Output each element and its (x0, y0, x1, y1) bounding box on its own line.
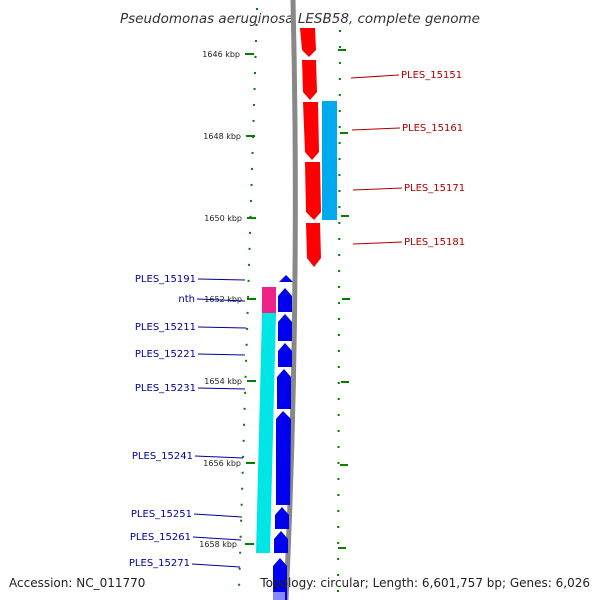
tick-label: 1654 kbp (204, 377, 242, 386)
forward-leader-lines (350, 74, 403, 245)
leader-line (197, 353, 246, 356)
gene-arrow-reverse[interactable] (278, 343, 292, 367)
gene-arrow-forward[interactable] (303, 102, 319, 160)
gene-arrow-reverse[interactable] (279, 275, 293, 282)
gene-label[interactable]: nth (178, 294, 195, 305)
gene-arrow-reverse-fragment[interactable] (273, 592, 285, 600)
inner-guide-track (238, 7, 258, 591)
gene-arrow-forward[interactable] (302, 60, 317, 100)
gene-label[interactable]: PLES_15191 (135, 274, 196, 285)
tick-label: 1656 kbp (203, 459, 241, 468)
leader-line (194, 455, 244, 459)
gene-arrow-reverse[interactable] (275, 507, 289, 529)
forward-gene-labels: PLES_15151 PLES_15161 PLES_15171 PLES_15… (401, 70, 465, 248)
gene-label[interactable]: PLES_15181 (404, 237, 465, 248)
reverse-leader-lines (191, 278, 247, 568)
leader-line (350, 74, 400, 79)
gene-arrow-forward[interactable] (300, 28, 316, 57)
leader-line (191, 563, 241, 568)
gene-arrow-reverse[interactable] (274, 531, 288, 553)
tick-label: 1650 kbp (204, 214, 242, 223)
map-title: Pseudomonas aeruginosa LESB58, complete … (120, 11, 480, 27)
gene-arrow-forward[interactable] (305, 162, 321, 220)
leader-line (351, 127, 401, 131)
leader-line (192, 536, 242, 541)
tick-labels: 1646 kbp 1648 kbp 1650 kbp 1652 kbp 1654… (199, 50, 242, 549)
gene-label[interactable]: PLES_15171 (404, 183, 465, 194)
leader-line (352, 187, 403, 191)
forward-strand-genes (300, 28, 337, 267)
gene-label[interactable]: PLES_15221 (135, 349, 196, 360)
cds-block-forward[interactable] (322, 101, 337, 220)
tick-label: 1648 kbp (203, 132, 241, 141)
leader-line (193, 513, 243, 518)
gene-arrow-reverse[interactable] (276, 411, 291, 505)
leader-line (197, 326, 247, 329)
gene-label[interactable]: PLES_15161 (402, 123, 463, 134)
tick-label: 1646 kbp (202, 50, 240, 59)
gene-label[interactable]: PLES_15271 (129, 558, 190, 569)
topology-text: Topology: circular; Length: 6,601,757 bp… (260, 576, 590, 590)
genome-backbone (283, 0, 298, 600)
gene-arrow-reverse[interactable] (273, 558, 287, 600)
leader-line (352, 241, 403, 245)
cds-block-reverse[interactable] (256, 313, 276, 553)
leader-line (197, 387, 246, 390)
trna-block[interactable] (262, 287, 276, 313)
gene-arrow-reverse[interactable] (278, 288, 292, 312)
gene-label[interactable]: PLES_15261 (130, 532, 191, 543)
gene-arrow-reverse[interactable] (277, 369, 291, 409)
gene-label[interactable]: PLES_15241 (132, 451, 193, 462)
gene-label[interactable]: PLES_15231 (135, 383, 196, 394)
outer-guide-track (337, 29, 341, 600)
tick-marks (245, 53, 256, 545)
gene-arrow-forward[interactable] (306, 223, 321, 267)
gene-label[interactable]: PLES_15251 (131, 509, 192, 520)
reverse-strand-genes (256, 275, 293, 600)
guide-tracks (238, 7, 350, 600)
gene-label[interactable]: PLES_15211 (135, 322, 196, 333)
gene-label[interactable]: PLES_15151 (401, 70, 462, 81)
leader-line (196, 298, 246, 302)
accession-text: Accession: NC_011770 (9, 576, 146, 590)
tick-label: 1658 kbp (199, 540, 237, 549)
gene-arrow-reverse[interactable] (278, 314, 292, 341)
tick-label: 1652 kbp (204, 295, 242, 304)
leader-line (197, 278, 246, 281)
reverse-gene-labels: PLES_15191 nth PLES_15211 PLES_15221 PLE… (129, 274, 196, 569)
